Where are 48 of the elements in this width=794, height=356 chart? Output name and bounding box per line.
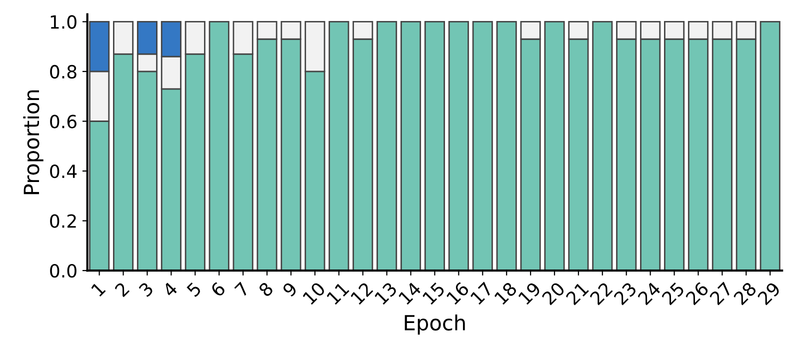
x-tick-label: 18	[494, 281, 518, 306]
x-tick-label: 1	[90, 282, 106, 297]
y-tick-label: 1.0	[50, 15, 76, 29]
bar	[424, 21, 445, 271]
x-tick-label: 10	[302, 281, 326, 306]
x-tick-label: 21	[565, 282, 589, 306]
bar	[496, 21, 517, 271]
x-tick-label: 24	[637, 281, 662, 306]
y-tick-label: 0.2	[50, 214, 76, 228]
bar	[400, 21, 422, 271]
x-tick-label: 9	[282, 281, 298, 298]
bar	[208, 21, 230, 271]
x-tick-label: 6	[210, 281, 226, 298]
y-tick-label: 0.6	[50, 114, 76, 128]
x-tick-label: 5	[186, 282, 202, 298]
x-tick-label: 3	[138, 282, 154, 298]
bar	[544, 21, 565, 271]
x-tick-label: 23	[613, 282, 638, 306]
x-tick-label: 7	[234, 282, 250, 298]
bar	[592, 21, 613, 271]
y-tick-label: 0.8	[50, 64, 76, 79]
y-tick-label: 0.0	[50, 264, 76, 278]
x-axis-title: Epoch	[404, 314, 465, 335]
x-tick-label: 4	[162, 281, 178, 298]
bar	[448, 21, 469, 271]
x-tick-label: 28	[733, 281, 758, 306]
x-tick-label: 16	[446, 281, 470, 306]
x-tick-label: 25	[661, 282, 685, 306]
bar	[376, 21, 398, 271]
y-tick-label: 0.4	[50, 164, 77, 178]
x-tick-label: 11	[326, 282, 350, 305]
x-tick-label: 2	[114, 282, 130, 298]
bar	[760, 21, 780, 271]
x-tick-label: 15	[422, 282, 446, 306]
y-axis-title: Proportion	[23, 90, 44, 194]
x-tick-label: 26	[685, 281, 710, 306]
x-tick-label: 14	[398, 281, 422, 305]
bar	[472, 21, 493, 271]
x-tick-label: 13	[374, 282, 398, 306]
x-tick-label: 17	[470, 282, 494, 305]
x-tick-label: 12	[350, 282, 374, 305]
bar	[328, 21, 350, 271]
x-tick-label: 22	[589, 282, 613, 306]
x-tick-label: 29	[756, 281, 782, 306]
x-tick-label: 27	[709, 282, 733, 306]
x-tick-label: 20	[541, 281, 566, 306]
x-tick-label: 8	[258, 281, 274, 298]
x-tick-label: 19	[518, 281, 542, 306]
